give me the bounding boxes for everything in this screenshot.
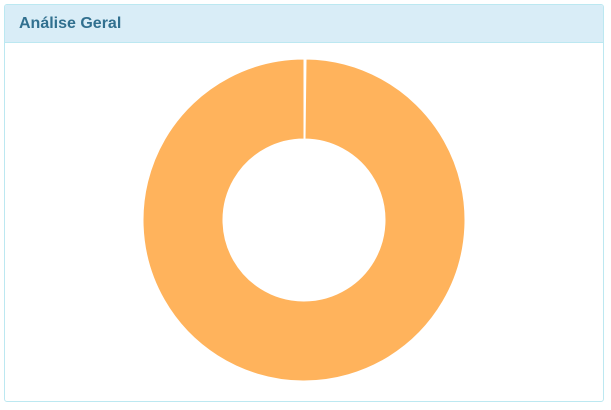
panel-heading: Análise Geral — [5, 5, 603, 43]
panel-body — [5, 43, 603, 401]
donut-slice-1[interactable] — [142, 58, 466, 382]
panel-title: Análise Geral — [19, 14, 122, 32]
donut-chart — [142, 58, 466, 382]
analysis-panel: Análise Geral — [4, 4, 604, 402]
